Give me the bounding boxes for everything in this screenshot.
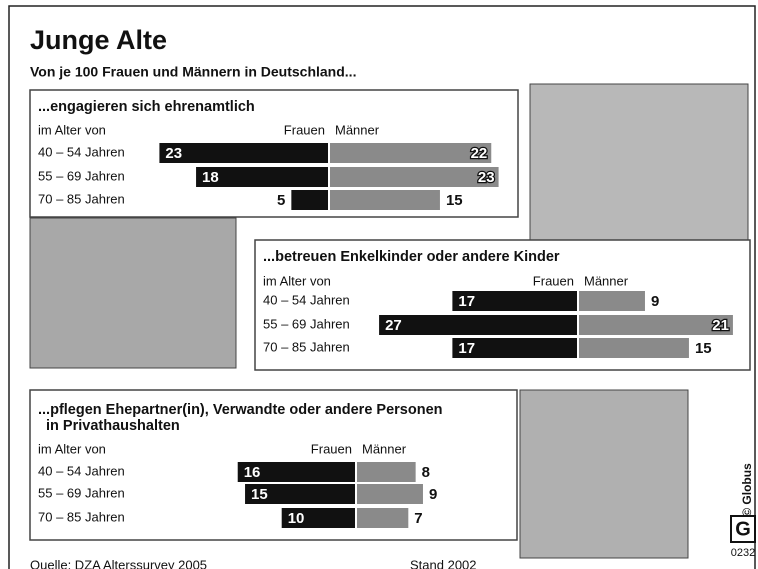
logo-box [730, 515, 756, 543]
photo [519, 389, 689, 559]
bar [579, 315, 733, 335]
value-label: 8 [422, 464, 430, 481]
legend-label: Männer [584, 273, 629, 288]
value-label: 17 [458, 340, 475, 357]
category-label: 40 – 54 Jahren [38, 463, 125, 478]
category-label: 40 – 54 Jahren [38, 144, 125, 159]
bar [291, 190, 328, 210]
bar [579, 291, 645, 311]
axis-label: im Alter von [38, 441, 106, 456]
bar [245, 484, 355, 504]
value-label: 17 [458, 293, 475, 310]
bar [357, 462, 416, 482]
title: Junge Alte [30, 25, 167, 55]
value-label: 18 [202, 169, 219, 186]
photo [529, 83, 749, 255]
value-label: 5 [277, 192, 285, 209]
source: Quelle: DZA Alterssurvey 2005 [30, 557, 207, 569]
value-label: 15 [446, 192, 463, 209]
bar [196, 167, 328, 187]
bar [452, 291, 577, 311]
code: 0232 [731, 547, 755, 559]
category-label: 55 – 69 Jahren [263, 316, 350, 331]
panel-title: ...pflegen Ehepartner(in), Verwandte ode… [38, 402, 443, 418]
value-label: 10 [288, 510, 305, 527]
bar [159, 143, 328, 163]
bar [330, 143, 492, 163]
panel-title: ...engagieren sich ehrenamtlich [38, 99, 255, 115]
value-label: 9 [429, 486, 437, 503]
category-label: 70 – 85 Jahren [263, 339, 350, 354]
category-label: 70 – 85 Jahren [38, 191, 125, 206]
legend-label: Männer [362, 441, 407, 456]
bar [579, 338, 689, 358]
legend-label: Frauen [284, 122, 325, 137]
value-label: 22 [471, 145, 488, 162]
subtitle: Von je 100 Frauen und Männern in Deutsch… [30, 64, 356, 80]
value-label: 15 [251, 486, 268, 503]
panel-title: in Privathaushalten [46, 418, 180, 434]
value-label: 21 [712, 317, 729, 334]
axis-label: im Alter von [263, 273, 331, 288]
value-label: 7 [414, 510, 422, 527]
legend-label: Frauen [533, 273, 574, 288]
credit: © Globus [740, 463, 754, 517]
bar [379, 315, 577, 335]
bar [281, 508, 355, 528]
bar [330, 167, 499, 187]
category-label: 70 – 85 Jahren [38, 509, 125, 524]
stand: Stand 2002 [410, 557, 477, 569]
legend-label: Männer [335, 122, 380, 137]
value-label: 9 [651, 293, 659, 310]
bar [452, 338, 577, 358]
logo: G [735, 518, 751, 540]
bar [330, 190, 440, 210]
axis-label: im Alter von [38, 122, 106, 137]
bar [357, 508, 409, 528]
bar [237, 462, 355, 482]
value-label: 23 [165, 145, 182, 162]
photo [29, 217, 237, 369]
bar [357, 484, 423, 504]
value-label: 15 [695, 340, 712, 357]
category-label: 55 – 69 Jahren [38, 168, 125, 183]
category-label: 55 – 69 Jahren [38, 485, 125, 500]
frame [8, 5, 756, 569]
value-label: 16 [244, 464, 261, 481]
value-label: 27 [385, 317, 402, 334]
panel-title: ...betreuen Enkelkinder oder andere Kind… [263, 249, 560, 265]
legend-label: Frauen [311, 441, 352, 456]
value-label: 23 [478, 169, 495, 186]
category-label: 40 – 54 Jahren [263, 292, 350, 307]
